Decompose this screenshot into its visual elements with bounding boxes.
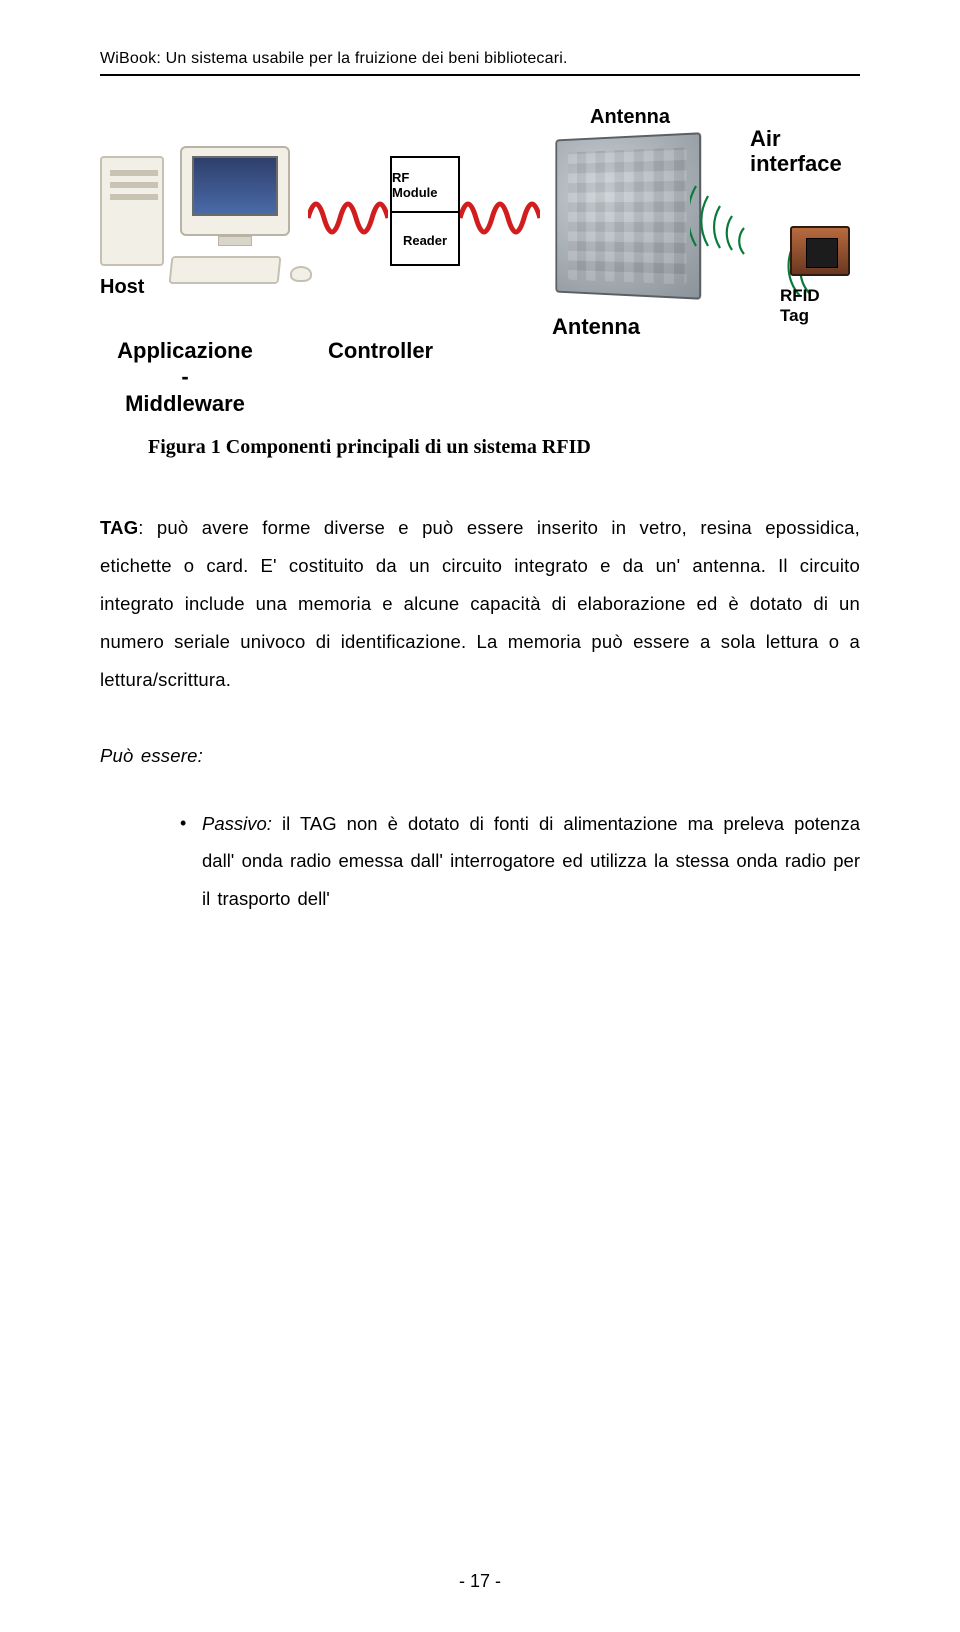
host-label: Host [100, 276, 144, 299]
air-interface-label: Air interface [750, 126, 842, 177]
mouse-icon [290, 266, 312, 282]
pc-tower-icon [100, 156, 164, 266]
figure-caption: Figura 1 Componenti principali di un sis… [148, 436, 860, 459]
reader-label: Reader [392, 213, 458, 268]
puo-essere: Può essere: [100, 745, 203, 766]
reader-box: RF Module Reader [390, 156, 460, 266]
body-text: TAG: può avere forme diverse e può esser… [100, 509, 860, 775]
host-computer-illustration [100, 146, 310, 296]
applicazione-middleware-label: Applicazione - Middleware [100, 338, 270, 417]
running-header: WiBook: Un sistema usabile per la fruizi… [100, 50, 860, 68]
rf-module-label: RF Module [392, 158, 458, 213]
paragraph-1: TAG: può avere forme diverse e può esser… [100, 509, 860, 699]
bullet-marker-icon: • [180, 805, 202, 919]
monitor-stand-icon [218, 236, 252, 246]
rfid-tag-icon [790, 226, 850, 276]
monitor-icon [180, 146, 290, 236]
keyboard-icon [169, 256, 282, 284]
page-number: - 17 - [0, 1571, 960, 1592]
bullet-item: • Passivo: il TAG non è dotato di fonti … [180, 805, 860, 919]
rfid-tag-label: RFID Tag [780, 286, 820, 325]
rf-wave-left-icon [308, 198, 388, 238]
paragraph-2: Può essere: [100, 737, 860, 775]
header-rule [100, 74, 860, 76]
passivo-term: Passivo: [202, 813, 272, 834]
bullet-text: Passivo: il TAG non è dotato di fonti di… [202, 805, 860, 919]
monitor-screen-icon [192, 156, 278, 216]
antenna-panel-icon [555, 132, 701, 300]
bullet-list: • Passivo: il TAG non è dotato di fonti … [100, 805, 860, 919]
tag-term: TAG [100, 517, 138, 538]
bullet-body: il TAG non è dotato di fonti di alimenta… [202, 813, 860, 910]
antenna-mid-label: Antenna [552, 314, 640, 340]
paragraph-1-text: : può avere forme diverse e può essere i… [100, 517, 860, 690]
controller-label: Controller [328, 338, 433, 364]
rf-wave-right-icon [460, 198, 540, 238]
antenna-top-label: Antenna [590, 106, 670, 129]
rfid-diagram: Host RF Module Reader Antenna [100, 106, 860, 396]
